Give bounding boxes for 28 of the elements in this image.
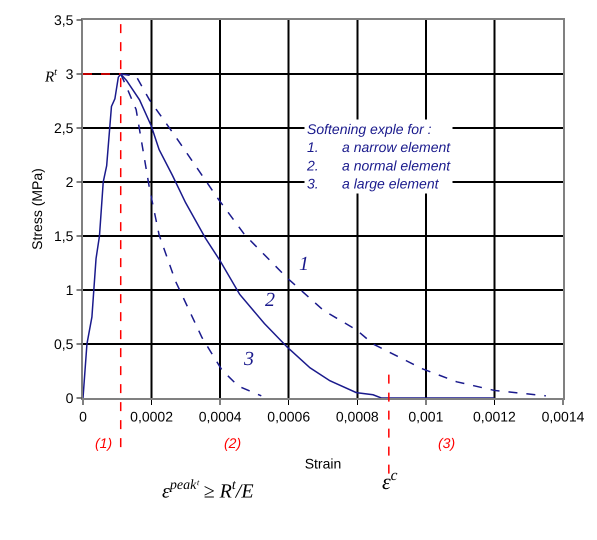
x-axis-title: Strain [304,455,342,472]
annotation: Softening exple for : 1. a narrow element 2. a normal element 3. a large element [306,121,452,192]
text: ε$^{c}$ [382,467,398,494]
x-tick-label: 0,001 [408,408,444,425]
annotation: 2 [265,289,275,311]
x-tick-label: 0,0008 [336,408,379,425]
text: (2) [224,435,242,451]
x-tick-label: 0,0002 [130,408,174,425]
text: (1) [95,435,112,451]
x-tick-label: 0,0014 [542,408,585,425]
x-tick-label: 0,0012 [473,408,516,425]
y-tick-label: 1,5 [54,228,74,244]
x-tick-label: 0,0006 [267,408,310,425]
text: ε$^{peakᵗ}$ ≥ R$^{t}$/E [162,478,254,502]
y-tick-label: 3 [66,66,74,82]
y-tick-label: 0,5 [54,336,74,352]
y-tick-label: 2,5 [54,120,74,136]
text: (3) [438,435,456,451]
text: R$^{t}$ [44,67,58,86]
x-tick-label: 0,0004 [198,408,242,425]
y-tick-label: 2 [66,174,74,190]
y-tick-label: 3,5 [54,12,74,28]
annotation: 1 [299,253,309,275]
y-tick-label: 1 [66,282,74,298]
x-tick-label: 0 [79,408,88,425]
annotation: 3 [243,348,254,370]
y-tick-label: 0 [66,390,74,406]
y-axis-title: Stress (MPa) [29,168,46,250]
